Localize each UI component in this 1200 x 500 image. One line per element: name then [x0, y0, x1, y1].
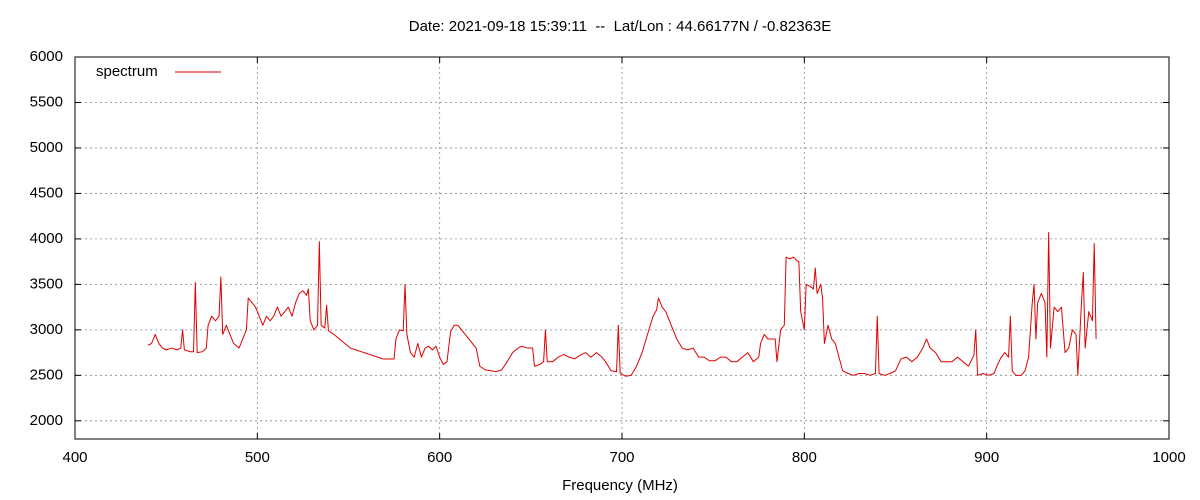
x-tick-label: 500	[245, 449, 270, 466]
y-tick-label: 2000	[30, 412, 63, 429]
x-tick-label: 900	[974, 449, 999, 466]
x-tick-label: 800	[792, 449, 817, 466]
x-axis-label: Frequency (MHz)	[562, 477, 678, 494]
x-tick-label: 400	[62, 449, 87, 466]
y-tick-label: 4500	[30, 184, 63, 201]
y-tick-label: 5500	[30, 93, 63, 110]
y-tick-label: 2500	[30, 366, 63, 383]
legend-label: spectrum	[96, 63, 158, 80]
x-tick-label: 600	[427, 449, 452, 466]
plot-frame	[74, 56, 1170, 440]
y-tick-label: 5000	[30, 139, 63, 156]
y-tick-label: 6000	[30, 48, 63, 65]
chart-title: Date: 2021-09-18 15:39:11 -- Lat/Lon : 4…	[409, 18, 832, 35]
y-tick-label: 4000	[30, 230, 63, 247]
spectrum-line	[147, 232, 1097, 377]
x-tick-label: 700	[609, 449, 634, 466]
x-tick-label: 1000	[1152, 449, 1185, 466]
y-tick-label: 3000	[30, 321, 63, 338]
y-tick-label: 3500	[30, 275, 63, 292]
